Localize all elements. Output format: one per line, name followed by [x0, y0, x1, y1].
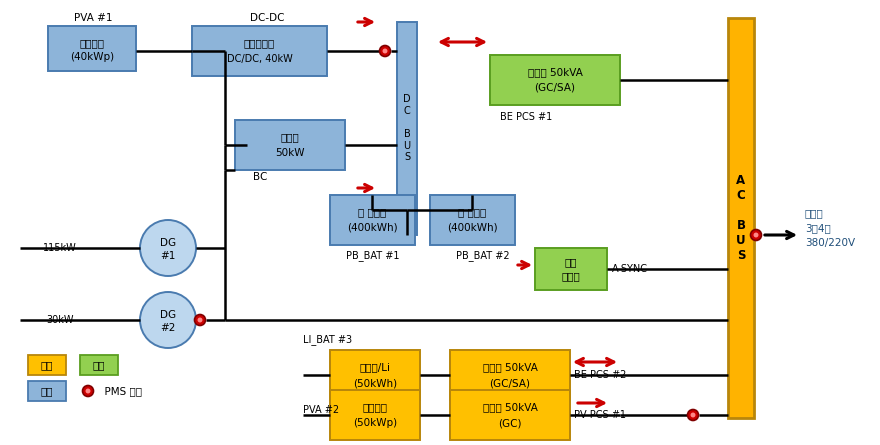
Circle shape — [83, 385, 93, 396]
Text: PV PCS #1: PV PCS #1 — [574, 410, 626, 420]
Bar — [28, 355, 66, 375]
Circle shape — [140, 292, 196, 348]
Text: 축전지/Li: 축전지/Li — [360, 362, 391, 372]
Circle shape — [691, 413, 695, 417]
Text: (50kWp): (50kWp) — [353, 418, 397, 428]
Text: BE PCS #2: BE PCS #2 — [574, 370, 627, 380]
Circle shape — [383, 49, 387, 53]
Text: (GC): (GC) — [498, 418, 522, 428]
Text: PB_BAT #1: PB_BAT #1 — [346, 251, 400, 262]
Text: 50kW: 50kW — [275, 148, 304, 158]
Text: 구입: 구입 — [92, 360, 106, 370]
Text: BE PCS #1: BE PCS #1 — [500, 112, 553, 122]
Text: (50kWh): (50kWh) — [353, 378, 397, 388]
Text: #1: #1 — [160, 251, 176, 261]
Text: 납 축전지: 납 축전지 — [358, 207, 386, 217]
Text: 납 축전지: 납 축전지 — [458, 207, 487, 217]
Text: 태양전지: 태양전지 — [363, 402, 387, 412]
Text: 115kW: 115kW — [43, 243, 77, 253]
Circle shape — [197, 318, 202, 323]
Circle shape — [140, 220, 196, 276]
Text: D
C
 
B
U
S: D C B U S — [403, 94, 411, 162]
Circle shape — [753, 233, 759, 238]
Bar — [728, 18, 754, 418]
Bar — [450, 350, 570, 400]
Text: 30kW: 30kW — [47, 315, 74, 325]
Bar — [330, 195, 415, 245]
Text: 전력조절기: 전력조절기 — [244, 38, 275, 48]
Text: 인버터 50kVA: 인버터 50kVA — [528, 67, 583, 77]
Bar — [330, 350, 420, 400]
Text: 태양전지: 태양전지 — [79, 38, 105, 48]
Text: (400kWh): (400kWh) — [447, 223, 498, 233]
Text: 380/220V: 380/220V — [805, 238, 855, 248]
Circle shape — [85, 388, 91, 393]
Text: 3상4선: 3상4선 — [805, 223, 831, 233]
Text: (GC/SA): (GC/SA) — [489, 378, 531, 388]
Bar — [192, 26, 327, 76]
Text: 운전반: 운전반 — [561, 271, 581, 281]
Text: DG: DG — [160, 238, 176, 248]
Text: DC-DC: DC-DC — [250, 13, 284, 23]
Text: DG: DG — [160, 310, 176, 320]
Text: 인버터 50kVA: 인버터 50kVA — [482, 362, 538, 372]
Text: LI_BAT #3: LI_BAT #3 — [303, 335, 352, 345]
Text: (40kWp): (40kWp) — [70, 52, 114, 62]
Text: PMS 계측: PMS 계측 — [98, 386, 142, 396]
Circle shape — [194, 315, 206, 325]
Text: (GC/SA): (GC/SA) — [534, 83, 576, 93]
Text: 배전반: 배전반 — [805, 208, 824, 218]
Bar — [48, 26, 136, 71]
Bar — [535, 248, 607, 290]
Bar — [80, 355, 118, 375]
Text: A
C
 
B
U
S: A C B U S — [737, 174, 746, 262]
Text: 인버터 50kVA: 인버터 50kVA — [482, 402, 538, 412]
Text: PVA #1: PVA #1 — [74, 13, 113, 23]
Text: A-SYNC: A-SYNC — [612, 264, 648, 274]
Text: #2: #2 — [160, 323, 176, 333]
Circle shape — [751, 230, 761, 240]
Text: 병렬: 병렬 — [565, 257, 577, 267]
Bar — [28, 381, 66, 401]
Bar — [490, 55, 620, 105]
Circle shape — [687, 409, 699, 421]
Text: 신설: 신설 — [40, 360, 54, 370]
Text: 충전기: 충전기 — [281, 132, 299, 142]
Bar — [330, 390, 420, 440]
Text: PB_BAT #2: PB_BAT #2 — [456, 251, 510, 262]
Text: (400kWh): (400kWh) — [348, 223, 398, 233]
Text: 기설: 기설 — [40, 386, 54, 396]
Bar — [450, 390, 570, 440]
Text: BC: BC — [253, 172, 268, 182]
Bar — [397, 22, 417, 235]
Text: DC/DC, 40kW: DC/DC, 40kW — [227, 54, 292, 64]
Bar — [235, 120, 345, 170]
Text: PVA #2: PVA #2 — [303, 405, 339, 415]
Circle shape — [379, 45, 391, 57]
Bar — [430, 195, 515, 245]
